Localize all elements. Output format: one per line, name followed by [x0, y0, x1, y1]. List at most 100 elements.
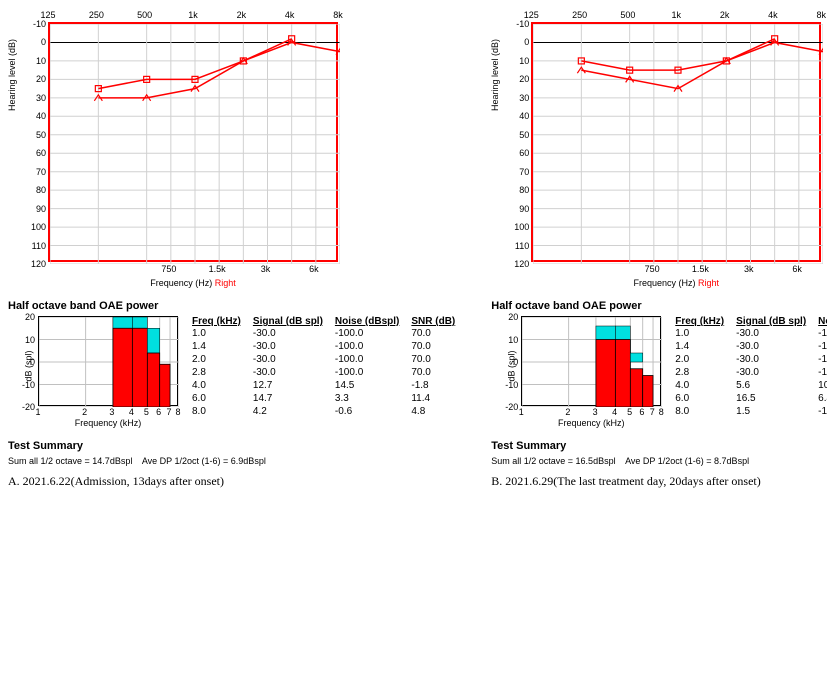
table-row: 1.0-30.0-100.070.0: [186, 327, 461, 340]
test-summary-title: Test Summary: [8, 440, 461, 452]
table-cell: -100.0: [329, 353, 405, 366]
oae-x-tick: 8: [659, 407, 664, 417]
table-row: 2.0-30.0-100.070.0: [669, 353, 827, 366]
audiogram-bottom-tick: 3k: [744, 264, 754, 274]
table-header: Freq (kHz): [186, 316, 247, 327]
audiogram-y-tick: 10: [519, 56, 529, 66]
audiogram-y-tick: 110: [515, 241, 529, 251]
table-cell: 4.8: [405, 405, 461, 418]
audiogram-y-tick: -10: [33, 19, 46, 29]
table-cell: 3.3: [329, 392, 405, 405]
table-cell: 70.0: [405, 353, 461, 366]
oae-x-tick: 4: [612, 407, 617, 417]
oae-data-table: Freq (kHz)Signal (dB spl)Noise (dBspl)SN…: [186, 316, 461, 418]
audiogram-ylabel: Hearing level (dB): [490, 39, 500, 111]
audiogram-top-tick: 500: [137, 10, 152, 20]
audiogram-top-tick: 2k: [237, 10, 247, 20]
oae-x-tick: 8: [175, 407, 180, 417]
table-cell: 70.0: [405, 327, 461, 340]
audiogram-bottom-tick: 1.5k: [209, 264, 226, 274]
table-header: Freq (kHz): [669, 316, 730, 327]
table-cell: -30.0: [247, 340, 329, 353]
audiogram-top-tick: 1k: [188, 10, 198, 20]
audiogram-y-tick: 30: [519, 93, 529, 103]
table-cell: 1.0: [669, 327, 730, 340]
table-cell: 1.5: [730, 405, 812, 418]
table-cell: -30.0: [247, 366, 329, 379]
table-cell: 1.4: [186, 340, 247, 353]
table-row: 6.016.56.410.1: [669, 392, 827, 405]
table-cell: -100.0: [812, 327, 827, 340]
oae-x-tick: 3: [593, 407, 598, 417]
table-cell: -1.8: [405, 379, 461, 392]
table-row: 6.014.73.311.4: [186, 392, 461, 405]
audiogram-bottom-tick: 3k: [261, 264, 271, 274]
audiogram-top-tick: 500: [620, 10, 635, 20]
table-cell: -1.9: [812, 405, 827, 418]
panel-a: 1252505001k2k4k8k-1001020304050607080901…: [8, 8, 461, 489]
oae-xlabel: Frequency (kHz): [521, 418, 661, 428]
oae-y-tick: -20: [505, 402, 518, 412]
audiogram-y-tick: 60: [519, 148, 529, 158]
oae-x-tick: 7: [167, 407, 172, 417]
oae-x-tick: 1: [519, 407, 524, 417]
table-cell: 4.0: [669, 379, 730, 392]
panel-caption: B. 2021.6.29(The last treatment day, 20d…: [491, 474, 827, 489]
audiogram-top-tick: 1k: [671, 10, 681, 20]
table-cell: 5.6: [730, 379, 812, 392]
table-row: 4.012.714.5-1.8: [186, 379, 461, 392]
table-cell: 1.4: [669, 340, 730, 353]
table-cell: 11.4: [405, 392, 461, 405]
table-cell: -100.0: [812, 353, 827, 366]
oae-y-tick: 10: [25, 335, 35, 345]
oae-title: Half octave band OAE power: [491, 300, 827, 312]
oae-x-tick: 5: [627, 407, 632, 417]
audiogram-y-tick: 40: [519, 111, 529, 121]
oae-x-tick: 5: [144, 407, 149, 417]
table-row: 4.05.610.2-4.6: [669, 379, 827, 392]
table-row: 2.8-30.0-100.070.0: [669, 366, 827, 379]
audiogram-y-tick: 70: [519, 167, 529, 177]
table-row: 1.0-30.0-100.070.0: [669, 327, 827, 340]
audiogram-y-tick: 40: [36, 111, 46, 121]
table-cell: 10.2: [812, 379, 827, 392]
table-cell: -30.0: [730, 353, 812, 366]
audiogram-y-tick: 20: [519, 74, 529, 84]
oae-xlabel: Frequency (kHz): [38, 418, 178, 428]
table-cell: -100.0: [812, 366, 827, 379]
audiogram-top-tick: 8k: [333, 10, 343, 20]
oae-x-tick: 6: [156, 407, 161, 417]
audiogram-bottom-tick: 6k: [309, 264, 319, 274]
table-cell: 6.0: [669, 392, 730, 405]
table-cell: 14.7: [247, 392, 329, 405]
table-cell: 6.4: [812, 392, 827, 405]
table-cell: -100.0: [329, 340, 405, 353]
audiogram-ylabel: Hearing level (dB): [7, 39, 17, 111]
table-cell: 2.8: [669, 366, 730, 379]
oae-ylabel: dB (spl): [507, 350, 517, 381]
panel-b: 1252505001k2k4k8k-1001020304050607080901…: [491, 8, 827, 489]
audiogram-y-tick: -10: [516, 19, 529, 29]
oae-x-tick: 2: [565, 407, 570, 417]
table-row: 2.8-30.0-100.070.0: [186, 366, 461, 379]
audiogram-bottom-tick: 750: [645, 264, 660, 274]
table-cell: -100.0: [329, 327, 405, 340]
audiogram-chart: -100102030405060708090100110120Hearing l…: [48, 22, 338, 262]
audiogram-y-tick: 120: [31, 259, 46, 269]
audiogram-top-tick: 2k: [720, 10, 730, 20]
oae-x-tick: 1: [35, 407, 40, 417]
audiogram-top-tick: 8k: [816, 10, 826, 20]
table-header: Noise (dBspl): [812, 316, 827, 327]
audiogram-y-tick: 10: [36, 56, 46, 66]
table-cell: 12.7: [247, 379, 329, 392]
audiogram-top-tick: 4k: [285, 10, 295, 20]
oae-x-tick: 6: [639, 407, 644, 417]
audiogram-y-tick: 20: [36, 74, 46, 84]
audiogram-y-tick: 90: [36, 204, 46, 214]
oae-x-tick: 2: [82, 407, 87, 417]
audiogram-bottom-tick: 750: [161, 264, 176, 274]
table-row: 2.0-30.0-100.070.0: [186, 353, 461, 366]
oae-y-tick: 20: [508, 312, 518, 322]
audiogram-y-tick: 80: [36, 185, 46, 195]
audiogram-y-tick: 50: [36, 130, 46, 140]
